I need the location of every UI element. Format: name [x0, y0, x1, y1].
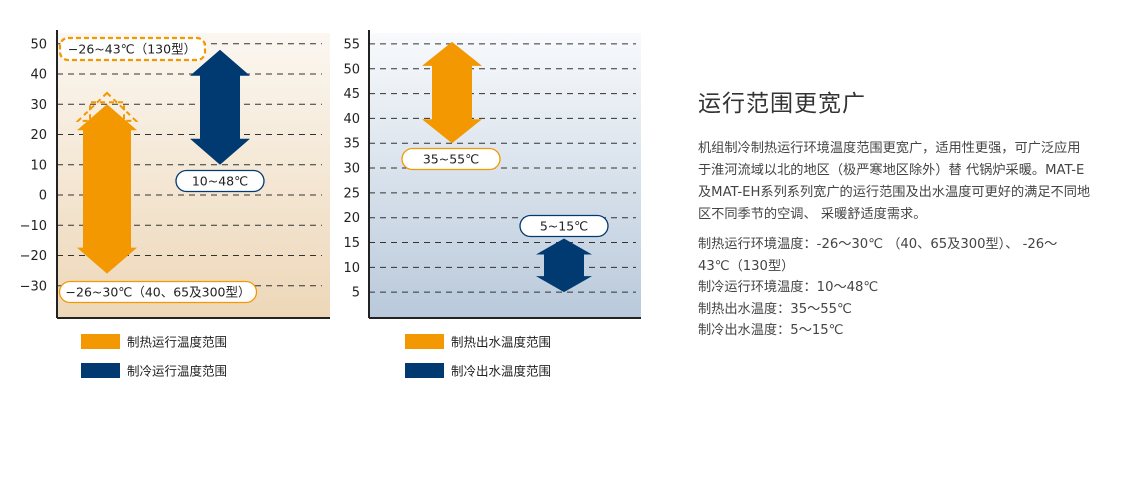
- legend-label: 制冷运行温度范围: [127, 364, 227, 379]
- y-tick-label: 15: [343, 236, 360, 251]
- cooling-water-range-bar: [536, 238, 592, 293]
- legend-label: 制热运行温度范围: [127, 335, 227, 350]
- y-tick-label: 20: [343, 211, 360, 226]
- y-tick-label: 0: [39, 189, 47, 204]
- annotation-heating-range: −26~30℃（40、65及300型）: [66, 285, 251, 300]
- y-tick-label: −30: [20, 279, 47, 294]
- spec-cooling-water: 制冷出水温度：5～15℃: [698, 323, 844, 338]
- y-tick-label: 50: [30, 37, 47, 52]
- y-tick-label: −20: [20, 249, 47, 264]
- y-tick-label: 45: [343, 87, 360, 102]
- section-title: 运行范围更宽广: [698, 91, 866, 117]
- y-tick-label: 50: [343, 62, 360, 77]
- spec-heating-water: 制热出水温度：35～55℃: [698, 301, 852, 317]
- annotation-cooling-range-box: [175, 169, 265, 193]
- y-tick-label: 10: [30, 158, 47, 173]
- description-panel: 运行范围更宽广 机组制冷制热运行环境温度范围更宽广，适用性更强，可广泛应用于淮河…: [698, 84, 1093, 342]
- annotation-box: [58, 36, 207, 62]
- ambient-temperature-chart: 50 40 30 20 10 0 −10 −20 −30 −26~43℃（130型） 10~48℃ −…: [20, 30, 330, 319]
- annotation-cooling-water: 5~15℃: [540, 219, 588, 234]
- spec-heating-ambient: 制热运行环境温度：-26～30℃ （40、65及300型）、 -26～43℃（1…: [698, 237, 1058, 274]
- cooling-range-bar: [190, 49, 250, 165]
- spec-cooling-ambient: 制冷运行环境温度：10～48℃: [698, 280, 879, 295]
- legend-swatch: [81, 334, 120, 349]
- description-text: 机组制冷制热运行环境温度范围更宽广，适用性更强，可广泛应用于淮河流域以北的地区（…: [698, 141, 1091, 222]
- heating-water-range-bar: [422, 41, 482, 144]
- legend-label: 制冷出水温度范围: [451, 364, 551, 379]
- charts-area: 50 40 30 20 10 0 −10 −20 −30 −26~43℃（130型） 10~48℃ −…: [20, 30, 641, 379]
- annotation-heating-water: 35~55℃: [423, 152, 479, 167]
- legend-swatch: [405, 363, 444, 378]
- heating-range-bar: [77, 104, 137, 274]
- water-temperature-chart: 55 50 45 40 35 30 25 20 15 10 5 35~55℃ 5~15℃: [343, 30, 641, 319]
- y-tick-label: 5: [352, 286, 360, 301]
- y-tick-label: 25: [343, 186, 360, 201]
- y-tick-label: 55: [343, 37, 360, 52]
- annotation-heating-water-box: [401, 147, 501, 171]
- y-tick-label: 20: [30, 128, 47, 143]
- legend-swatch: [405, 334, 444, 349]
- y-tick-label: 10: [343, 261, 360, 276]
- annotation-cooling-range: 10~48℃: [192, 174, 248, 189]
- annotation-cooling-water-box: [519, 214, 609, 238]
- annotation-heating-range-box: [58, 280, 258, 304]
- chart-background: [369, 33, 641, 318]
- y-tick-label: 40: [30, 68, 47, 83]
- y-tick-label: 30: [343, 162, 360, 177]
- annotation-heating-130: −26~43℃（130型）: [68, 42, 196, 57]
- legend-swatch: [81, 363, 120, 378]
- y-tick-label: 40: [343, 112, 360, 127]
- y-tick-label: −10: [20, 219, 47, 234]
- legend-label: 制热出水温度范围: [451, 335, 551, 350]
- y-tick-label: 35: [343, 137, 360, 152]
- y-tick-label: 30: [30, 98, 47, 113]
